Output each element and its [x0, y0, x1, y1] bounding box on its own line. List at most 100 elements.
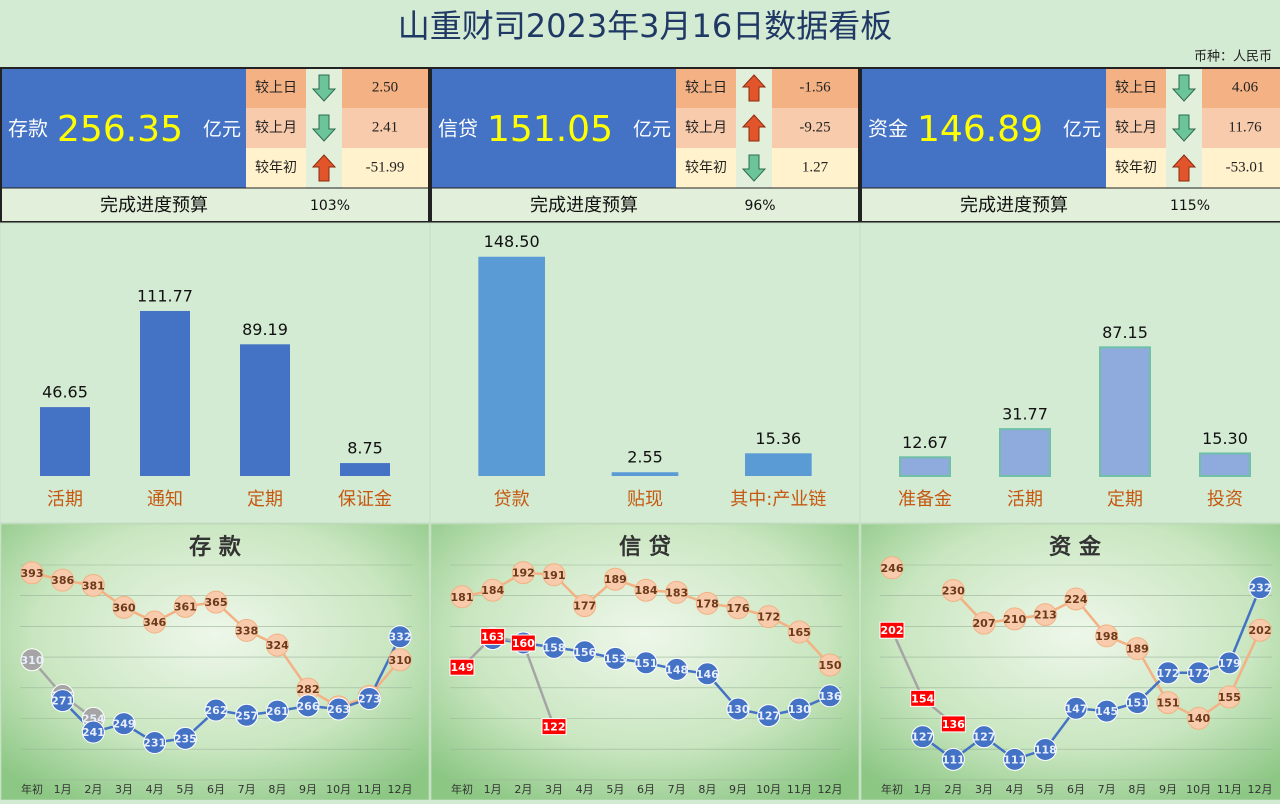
point-marker [1125, 691, 1149, 715]
kpi-border [430, 67, 860, 223]
change-value-bg [342, 148, 429, 188]
point-label: 155 [1218, 691, 1241, 704]
category-label: 定期 [1107, 489, 1143, 510]
point-marker [1217, 651, 1241, 675]
point-marker [818, 684, 842, 708]
point-marker [787, 697, 811, 721]
point-label: 202 [1249, 624, 1272, 637]
x-tick-label: 11月 [787, 783, 812, 796]
point-marker [143, 610, 167, 634]
arrow-up [1171, 74, 1197, 102]
arrow-up [741, 154, 767, 182]
point-marker [481, 578, 505, 602]
change-value: -1.56 [799, 79, 831, 95]
point-label: 261 [266, 705, 289, 718]
change-value-bg [1202, 108, 1280, 148]
point-marker [296, 694, 320, 718]
point-label: 127 [757, 710, 780, 723]
line-chart-title: 存 款 [189, 534, 242, 560]
point-label: 130 [788, 703, 811, 716]
point-marker [20, 561, 44, 585]
category-label: 投资 [1207, 489, 1243, 510]
change-label: 较年初 [255, 159, 297, 176]
point-label: 324 [266, 639, 289, 652]
point-label: 146 [696, 668, 719, 681]
point-marker [695, 662, 719, 686]
x-tick-label: 2月 [514, 783, 532, 796]
point-label: 156 [573, 646, 596, 659]
point-label: 213 [1034, 609, 1057, 622]
point-marker [972, 725, 996, 749]
bar [40, 407, 90, 476]
x-tick-label: 3月 [975, 783, 993, 796]
x-tick-label: 5月 [606, 783, 624, 796]
kpi-border [0, 67, 430, 223]
bar-value-label: 12.67 [902, 433, 948, 452]
bar-value-label: 31.77 [1002, 405, 1048, 424]
point-marker [1156, 661, 1180, 685]
x-tick-label: 6月 [207, 783, 225, 796]
x-tick-label: 年初 [451, 782, 473, 796]
point-marker [757, 605, 781, 629]
point-marker [1156, 691, 1180, 715]
point-marker [972, 611, 996, 635]
x-tick-label: 年初 [21, 782, 43, 796]
point-marker [1187, 706, 1211, 730]
point-marker [480, 627, 506, 645]
change-value: -53.01 [1226, 159, 1265, 175]
point-label: 338 [235, 624, 258, 637]
x-tick-label: 7月 [668, 783, 686, 796]
change-label: 较年初 [685, 159, 727, 176]
bar-panel-bg [859, 222, 1280, 524]
progress-label: 完成进度预算 [960, 195, 1068, 216]
point-label: 165 [788, 626, 811, 639]
point-marker [880, 556, 904, 580]
x-tick-label: 9月 [1159, 783, 1177, 796]
point-marker [450, 585, 474, 609]
kpi-main-box [431, 69, 676, 188]
change-value: -9.25 [799, 119, 830, 135]
bar [1199, 452, 1251, 478]
x-tick-label: 9月 [729, 783, 747, 796]
x-tick-label: 2月 [84, 783, 102, 796]
header-bg [0, 0, 1280, 68]
point-label: 231 [143, 737, 166, 750]
change-value-bg [342, 68, 429, 108]
point-label: 273 [358, 693, 381, 706]
point-label: 361 [174, 600, 197, 613]
point-label: 386 [51, 574, 74, 587]
x-tick-label: 1月 [484, 783, 502, 796]
x-tick-label: 7月 [1098, 783, 1116, 796]
point-label: 151 [1157, 697, 1180, 710]
bar-value-label: 148.50 [484, 232, 540, 251]
point-marker [81, 720, 105, 744]
point-marker [449, 658, 475, 676]
change-value-bg [772, 68, 859, 108]
bar-value-label: 46.65 [42, 383, 88, 402]
point-marker [1125, 637, 1149, 661]
series-line [461, 635, 556, 728]
point-label: 118 [1034, 743, 1057, 756]
point-marker [911, 725, 935, 749]
point-marker [388, 625, 412, 649]
x-tick-label: 1月 [914, 783, 932, 796]
point-label: 127 [911, 731, 934, 744]
point-marker [910, 689, 936, 707]
point-label: 184 [481, 584, 504, 597]
point-marker [1003, 747, 1027, 771]
progress-value: 103% [310, 198, 350, 214]
x-tick-label: 3月 [115, 783, 133, 796]
point-marker [143, 731, 167, 755]
line-chart-title: 信 贷 [619, 534, 671, 560]
x-tick-label: 12月 [818, 783, 843, 796]
point-marker [1248, 618, 1272, 642]
arrow-down [741, 114, 767, 142]
x-tick-label: 年初 [881, 782, 903, 796]
point-label: 381 [82, 579, 105, 592]
category-label: 活期 [47, 489, 83, 510]
change-value: 2.41 [372, 119, 398, 135]
point-label: 393 [21, 567, 44, 580]
change-value-bg [772, 108, 859, 148]
point-marker [51, 689, 75, 713]
point-label: 282 [297, 683, 320, 696]
